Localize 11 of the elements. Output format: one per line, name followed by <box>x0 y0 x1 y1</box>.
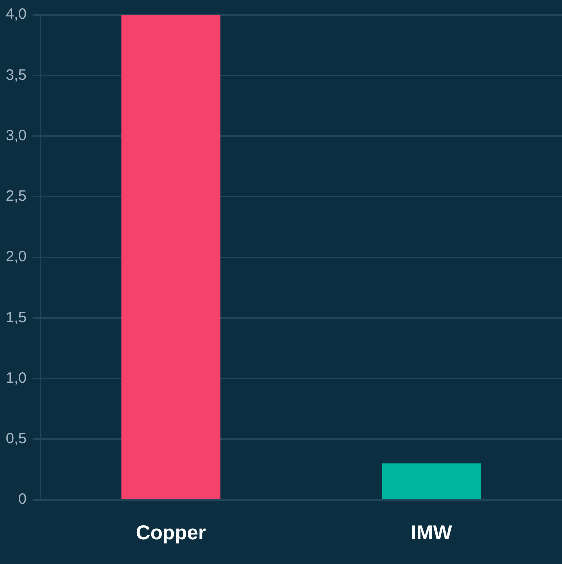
y-tick-label: 1,0 <box>6 370 27 387</box>
y-tick-label: 3,5 <box>6 66 27 84</box>
x-tick-label: IMW <box>411 522 452 545</box>
y-tick-label: 1,5 <box>6 309 27 326</box>
y-tick-label: 0,5 <box>6 430 27 448</box>
x-tick-label: Copper <box>136 522 206 545</box>
y-tick-label: 4,0 <box>6 6 27 24</box>
y-tick-label: 0 <box>18 491 27 508</box>
y-tick-label: 3,0 <box>6 127 27 144</box>
y-tick-label: 2,0 <box>6 248 27 266</box>
y-tick-label: 2,5 <box>6 188 27 206</box>
